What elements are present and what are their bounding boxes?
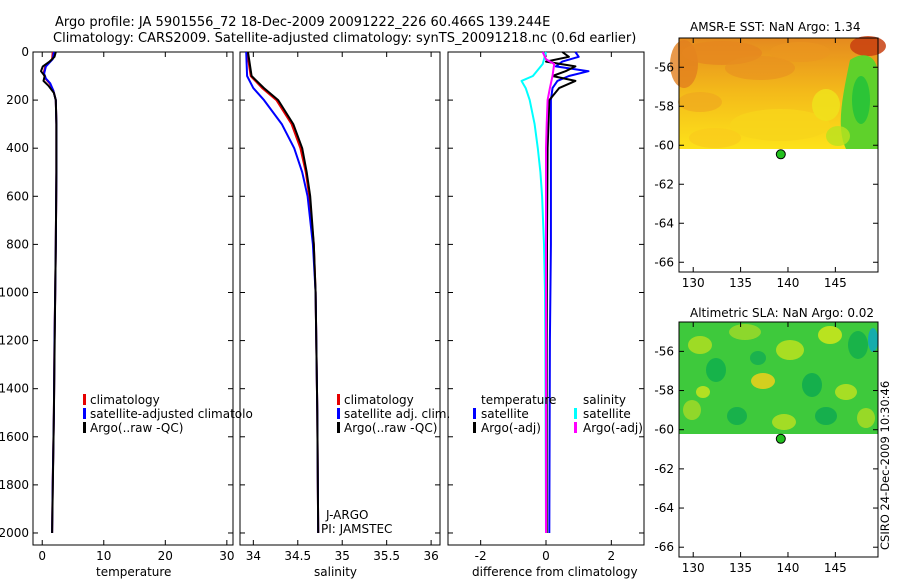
- float-program-annotation: J-ARGO: [325, 508, 368, 522]
- credit-text: CSIRO 24-Dec-2009 10:30:46: [878, 381, 892, 550]
- y-tick-label: 1800: [0, 478, 29, 492]
- series-line-salinity-satellite: [520, 51, 547, 534]
- y-tick-label: -56: [654, 344, 674, 358]
- sst-map-title: AMSR-E SST: NaN Argo: 1.34: [690, 20, 860, 34]
- argo-float-marker: [775, 149, 786, 160]
- x-tick-label: 140: [777, 276, 800, 290]
- y-tick-label: -60: [654, 423, 674, 437]
- y-tick-label: -62: [654, 462, 674, 476]
- salinity-legend: climatology satellite adj. clim. Argo(..…: [337, 393, 450, 435]
- y-tick-label: 400: [6, 141, 29, 155]
- sla-map-panel: Altimetric SLA: NaN Argo: 0.02 130 135 140…: [654, 306, 879, 575]
- temperature-panel: 0 10 20 30 0 200 400 600 800 1000 1200 1400 1600 1800…: [0, 45, 253, 579]
- y-tick-label: -64: [654, 216, 674, 230]
- legend-swatch-satellite-adjusted: [83, 408, 86, 419]
- legend-label-climatology: climatology: [90, 393, 160, 407]
- sst-map-panel: AMSR-E SST: NaN Argo: 1.34 130 135 140 145 -…: [654, 20, 886, 290]
- legend-swatch-temp-satellite: [473, 408, 476, 419]
- sla-map-title: Altimetric SLA: NaN Argo: 0.02: [690, 306, 874, 320]
- y-tick-label: -58: [654, 99, 674, 113]
- y-tick-label: 1000: [0, 285, 29, 299]
- y-tick-label: 600: [6, 189, 29, 203]
- salinity-panel: 34 34.5 35 35.5 36 salinity climatology sate…: [239, 51, 450, 579]
- series-line-argo-raw-qc: [247, 51, 320, 534]
- y-tick-label: 200: [6, 93, 29, 107]
- legend-label-argo: Argo(..raw -QC): [90, 421, 183, 435]
- legend-label-temp-satellite: satellite: [481, 407, 529, 421]
- x-tick-label: 10: [96, 549, 111, 563]
- x-tick-label: 135: [729, 276, 752, 290]
- legend-group-temperature: temperature: [481, 393, 556, 407]
- y-tick-label: 800: [6, 237, 29, 251]
- x-tick-label: 140: [777, 561, 800, 575]
- legend-label-climatology: climatology: [344, 393, 414, 407]
- legend-label-sal-satellite: satellite: [583, 407, 631, 421]
- x-tick-label: 130: [682, 276, 705, 290]
- x-tick-label: 34.5: [284, 549, 311, 563]
- series-line-salinity-argo-adj: [541, 51, 556, 533]
- legend-swatch-argo: [83, 422, 86, 433]
- x-tick-label: 20: [158, 549, 173, 563]
- figure-title-line1: Argo profile: JA 5901556_72 18-Dec-2009 …: [55, 15, 550, 30]
- x-tick-label: 0: [38, 549, 46, 563]
- y-tick-label: -58: [654, 384, 674, 398]
- difference-panel: -2 0 2 difference from climatology tempera…: [447, 51, 645, 579]
- difference-xlabel: difference from climatology: [472, 565, 638, 579]
- y-tick-label: -62: [654, 177, 674, 191]
- y-tick-label: -66: [654, 255, 674, 269]
- salinity-xlabel: salinity: [314, 565, 357, 579]
- x-tick-label: 145: [824, 561, 847, 575]
- y-tick-label: -64: [654, 501, 674, 515]
- legend-swatch-sal-argo: [574, 422, 577, 433]
- x-tick-label: 130: [682, 561, 705, 575]
- x-tick-label: 30: [219, 549, 234, 563]
- y-tick-label: 1400: [0, 382, 29, 396]
- legend-label-satellite-adjusted: satellite-adjusted climatolo: [90, 407, 253, 421]
- legend-swatch-temp-argo: [473, 422, 476, 433]
- x-tick-label: 35: [335, 549, 350, 563]
- salinity-axes-frame: [239, 51, 441, 546]
- legend-label-argo: Argo(..raw -QC): [344, 421, 437, 435]
- y-tick-label: 0: [21, 45, 29, 59]
- series-line-argo-raw-qc: [40, 51, 58, 534]
- x-tick-label: 135: [729, 561, 752, 575]
- x-tick-label: 36: [423, 549, 438, 563]
- legend-swatch-climatology: [83, 394, 86, 405]
- legend-swatch-satellite-adj: [337, 408, 340, 419]
- legend-swatch-sal-satellite: [574, 408, 577, 419]
- x-tick-label: 35.5: [373, 549, 400, 563]
- y-tick-label: -60: [654, 138, 674, 152]
- legend-group-salinity: salinity: [583, 393, 626, 407]
- y-tick-label: 1600: [0, 430, 29, 444]
- y-tick-label: 2000: [0, 526, 29, 540]
- x-tick-label: 0: [542, 549, 550, 563]
- sla-field: [679, 322, 878, 434]
- sst-field: [670, 36, 886, 149]
- y-tick-label: 1200: [0, 334, 29, 348]
- x-tick-label: 2: [608, 549, 616, 563]
- legend-label-sal-argo: Argo(-adj): [583, 421, 643, 435]
- temperature-xlabel: temperature: [96, 565, 171, 579]
- float-pi-annotation: PI: JAMSTEC: [321, 522, 392, 536]
- x-tick-label: 145: [824, 276, 847, 290]
- legend-swatch-argo: [337, 422, 340, 433]
- temperature-legend: climatology satellite-adjusted climatolo…: [83, 393, 253, 435]
- difference-legend: temperature satellite Argo(-adj) salinit…: [473, 393, 643, 435]
- argo-float-marker: [775, 433, 786, 444]
- y-tick-label: -56: [654, 60, 674, 74]
- legend-label-satellite-adj: satellite adj. clim.: [344, 407, 450, 421]
- y-tick-label: -66: [654, 540, 674, 554]
- legend-swatch-climatology: [337, 394, 340, 405]
- sla-map-frame: [678, 321, 879, 558]
- temperature-axes-frame: [32, 51, 234, 546]
- figure-title-line2: Climatology: CARS2009. Satellite-adjuste…: [53, 31, 636, 46]
- series-line-satellite-adj-clim: [245, 51, 320, 534]
- sst-map-frame: [678, 37, 879, 273]
- legend-label-temp-argo: Argo(-adj): [481, 421, 541, 435]
- x-tick-label: -2: [475, 549, 487, 563]
- series-line-temperature-satellite: [548, 51, 590, 534]
- x-tick-label: 34: [246, 549, 261, 563]
